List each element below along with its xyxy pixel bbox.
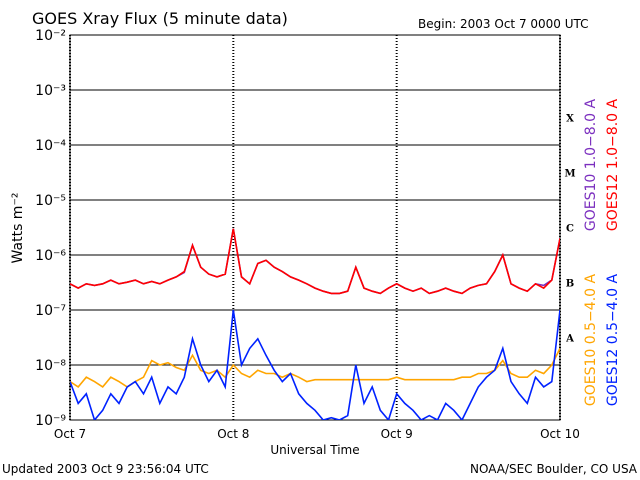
- plot-frame: [69, 34, 561, 421]
- x-axis-label: Universal Time: [270, 443, 359, 457]
- y-tick-label: 10⁻⁴: [35, 138, 66, 154]
- x-tick-label: Oct 7: [54, 427, 86, 441]
- flare-class-label: A: [565, 334, 574, 345]
- legend-entry: GOES10 0.5−4.0 A: [583, 274, 599, 407]
- series-line: [70, 228, 560, 295]
- chart-subtitle: Begin: 2003 Oct 7 0000 UTC: [418, 17, 589, 31]
- x-tick-label: Oct 8: [217, 427, 249, 441]
- flare-class-label: X: [566, 114, 574, 125]
- series-line: [70, 309, 560, 420]
- flare-class-label: M: [564, 169, 575, 180]
- y-tick-label: 10⁻²: [35, 28, 66, 44]
- y-tick-label: 10⁻⁵: [35, 193, 66, 209]
- footer-right: NOAA/SEC Boulder, CO USA: [470, 462, 638, 476]
- footer-left: Updated 2003 Oct 9 23:56:04 UTC: [2, 462, 209, 476]
- series-line: [70, 348, 560, 388]
- x-tick-label: Oct 10: [540, 427, 580, 441]
- flare-class-label: C: [566, 224, 574, 235]
- y-axis-label: Watts m⁻²: [10, 193, 26, 264]
- chart-title: GOES Xray Flux (5 minute data): [32, 9, 288, 28]
- y-tick-label: 10⁻⁹: [35, 413, 66, 429]
- x-tick-label: Oct 9: [381, 427, 413, 441]
- y-tick-label: 10⁻⁶: [35, 248, 66, 264]
- legend-entry: GOES10 1.0−8.0 A: [583, 99, 599, 232]
- y-tick-label: 10⁻⁸: [35, 358, 66, 374]
- flare-class-label: B: [566, 279, 574, 290]
- legend-entry: GOES12 1.0−8.0 A: [605, 99, 621, 232]
- legend-entry: GOES12 0.5−4.0 A: [605, 274, 621, 407]
- y-tick-label: 10⁻³: [35, 83, 66, 99]
- y-tick-label: 10⁻⁷: [35, 303, 66, 319]
